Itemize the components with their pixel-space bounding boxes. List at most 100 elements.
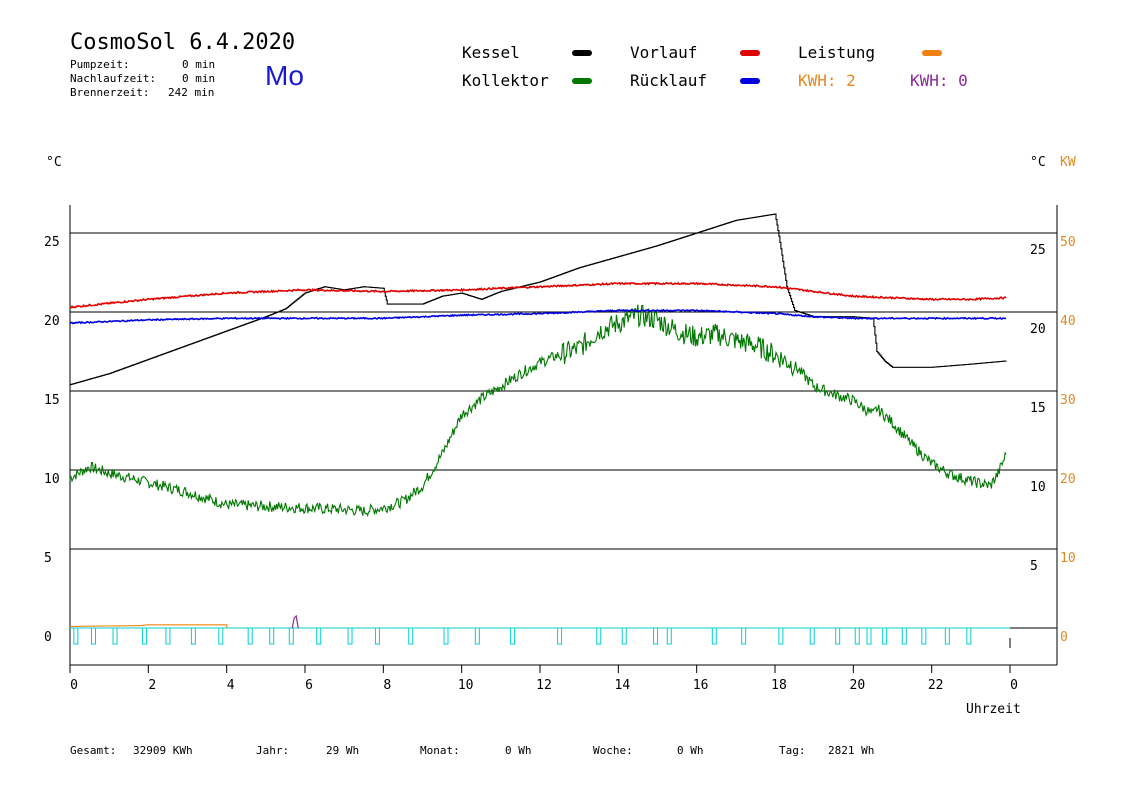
pump-pulse-8 (269, 627, 275, 645)
y-tick-right-kw-10: 10 (1060, 551, 1076, 566)
right-axis-unit-kw: KW (1060, 155, 1076, 170)
pump-pulse-26 (835, 627, 841, 645)
pump-pulse-7 (247, 627, 253, 645)
right-axis-unit-celsius: °C (1030, 155, 1046, 170)
y-tick-left-15: 15 (44, 393, 60, 408)
pump-pulse-18 (596, 627, 602, 645)
series-line-kessel (70, 213, 1007, 386)
pump-pulse-17 (557, 627, 563, 645)
y-tick-right-kw-50: 50 (1060, 235, 1076, 250)
pump-pulse-24 (778, 627, 784, 645)
legend-kwh-second: KWH: 0 (910, 71, 968, 90)
pump-pulse-12 (374, 627, 380, 645)
legend-swatch-vorlauf (740, 50, 760, 56)
left-axis-unit: °C (46, 155, 62, 170)
x-axis-label: Uhrzeit (966, 702, 1021, 717)
footer-total-label: Gesamt: (70, 744, 117, 757)
x-tick-11: 22 (928, 678, 944, 693)
pump-time-value: 0 min (182, 58, 216, 71)
x-tick-0: 0 (70, 678, 78, 693)
pump-pulse-20 (653, 627, 659, 645)
legend-swatch-kessel (572, 50, 592, 56)
y-tick-left-20: 20 (44, 314, 60, 329)
y-tick-left-25: 25 (44, 235, 60, 250)
y-tick-right-c-20: 20 (1030, 322, 1046, 337)
legend-swatch-kollektor (572, 78, 592, 84)
pump-pulse-23 (741, 627, 747, 645)
x-tick-4: 8 (383, 678, 391, 693)
y-tick-right-kw-0: 0 (1060, 630, 1068, 645)
footer-month-label: Monat: (420, 744, 460, 757)
x-tick-1: 2 (148, 678, 156, 693)
legend-kwh-total: KWH: 2 (798, 71, 856, 90)
footer-week-label: Woche: (593, 744, 633, 757)
kwh2-spike (291, 614, 299, 629)
burner-time-value: 242 min (168, 86, 215, 99)
footer-month-value: 0 Wh (505, 744, 532, 757)
y-tick-right-c-10: 10 (1030, 480, 1046, 495)
after-run-label: Nachlaufzeit: (70, 72, 157, 85)
legend-vorlauf: Vorlauf (630, 43, 698, 62)
x-tick-3: 6 (305, 678, 313, 693)
pump-pulse-19 (621, 627, 627, 645)
pump-pulse-15 (474, 627, 480, 645)
y-tick-right-c-5: 5 (1030, 559, 1038, 574)
pump-pulse-1 (91, 627, 96, 645)
pump-pulse-9 (288, 627, 294, 645)
pump-time-label: Pumpzeit: (70, 58, 130, 71)
series-line-kollektor (69, 304, 1007, 517)
series-line-ruecklauf (69, 308, 1007, 325)
pump-pulse-2 (112, 627, 118, 645)
pump-pulse-11 (347, 627, 353, 645)
pump-pulse-31 (921, 627, 927, 645)
legend-swatch-leistung (922, 50, 942, 56)
pump-pulse-33 (966, 627, 972, 645)
y-tick-left-5: 5 (44, 551, 52, 566)
footer-week-value: 0 Wh (677, 744, 704, 757)
pump-pulse-6 (218, 627, 224, 645)
pump-pulse-4 (165, 627, 171, 645)
after-run-value: 0 min (182, 72, 216, 85)
y-tick-left-10: 10 (44, 472, 60, 487)
x-tick-12: 0 (1010, 678, 1018, 693)
y-tick-right-c-15: 15 (1030, 401, 1046, 416)
footer-day-label: Tag: (779, 744, 806, 757)
pump-pulse-28 (866, 627, 872, 645)
page-title: CosmoSol 6.4.2020 (70, 30, 296, 55)
pump-pulse-27 (854, 627, 860, 645)
pump-pulse-14 (443, 627, 449, 645)
x-tick-6: 12 (536, 678, 552, 693)
x-tick-9: 18 (771, 678, 787, 693)
y-tick-right-kw-40: 40 (1060, 314, 1076, 329)
footer-total-value: 32909 KWh (133, 744, 193, 757)
pump-pulse-3 (141, 627, 147, 645)
burner-time-label: Brennerzeit: (70, 86, 150, 99)
x-tick-7: 14 (615, 678, 631, 693)
pump-pulse-30 (901, 627, 907, 645)
y-tick-left-0: 0 (44, 630, 52, 645)
footer-year-value: 29 Wh (326, 744, 360, 757)
pump-pulse-22 (711, 627, 717, 645)
x-tick-2: 4 (227, 678, 235, 693)
pump-pulse-5 (190, 627, 196, 645)
footer-day-value: 2821 Wh (828, 744, 875, 757)
legend-ruecklauf: Rücklauf (630, 71, 708, 90)
pump-pulse-13 (408, 627, 414, 645)
pump-pulse-21 (666, 627, 672, 645)
legend-kollektor: Kollektor (462, 71, 549, 90)
y-tick-right-kw-30: 30 (1060, 393, 1076, 408)
pump-pulse-32 (944, 627, 950, 645)
series-line-leistung (70, 624, 228, 629)
y-tick-right-kw-20: 20 (1060, 472, 1076, 487)
pump-pulse-10 (316, 627, 322, 645)
weekday-label: Mo (265, 60, 304, 91)
y-tick-right-c-25: 25 (1030, 243, 1046, 258)
x-tick-5: 10 (458, 678, 474, 693)
legend-kessel: Kessel (462, 43, 520, 62)
pump-pulse-0 (73, 627, 79, 645)
legend-swatch-ruecklauf (740, 78, 760, 84)
pump-pulse-29 (882, 627, 888, 645)
legend-leistung: Leistung (798, 43, 876, 62)
x-tick-8: 16 (693, 678, 709, 693)
